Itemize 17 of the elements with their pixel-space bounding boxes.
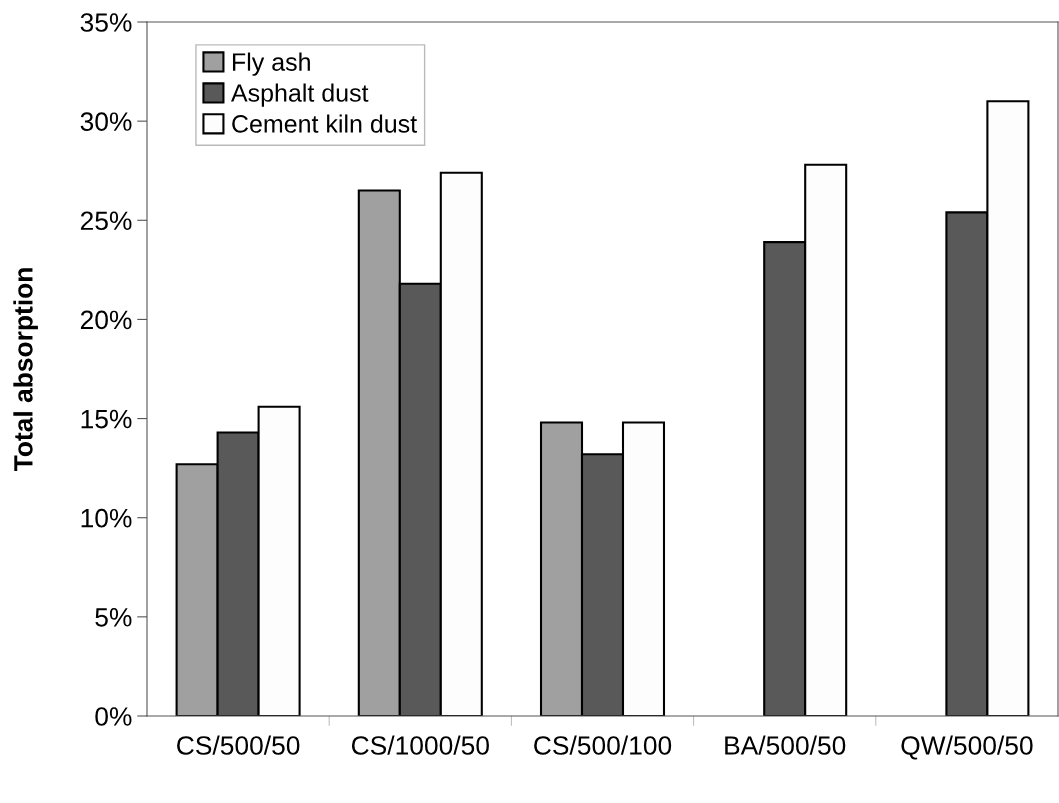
x-tick-label: CS/500/50 [177,735,300,755]
legend-label: Fly ash [232,52,310,76]
y-axis-title: Total absorption [13,268,38,472]
y-tick-label: 35% [80,13,132,32]
y-tick-label: 25% [80,211,132,231]
legend-label: Asphalt dust [230,83,369,107]
y-tick-label: 20% [80,310,132,330]
y-tick-label: 30% [80,112,132,131]
y-tick-label: 15% [81,409,132,429]
y-tick-label: 5% [95,608,132,627]
x-tick-label: BA/500/50 [725,735,846,755]
y-tick-label: 10% [81,508,132,528]
legend-label: Cement kiln dust [232,114,417,133]
x-tick-label: CS/1000/50 [351,735,489,755]
x-tick-label: CS/500/100 [534,735,672,755]
x-tick-label: QW/500/50 [901,735,1033,760]
y-tick-label: 0% [95,707,132,726]
